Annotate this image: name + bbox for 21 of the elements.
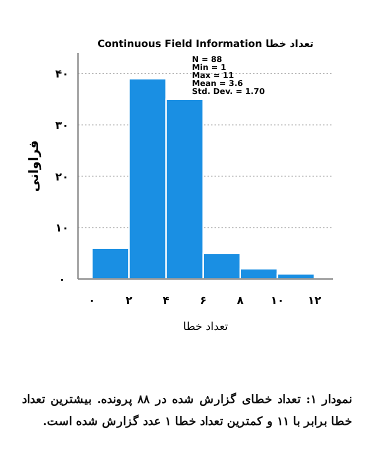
x-axis-title: تعداد خطا bbox=[183, 320, 228, 333]
y-tick-label: ۲۰ bbox=[55, 170, 69, 184]
annotation: N = 88 bbox=[192, 55, 223, 64]
chart-title: Continuous Field Information تعداد خطا bbox=[97, 39, 314, 50]
annotation: Max = 11 bbox=[192, 71, 234, 80]
annotation: Std. Dev. = 1.70 bbox=[192, 87, 266, 96]
x-tick-label: ۰ bbox=[88, 294, 96, 307]
y-tick-label: ۴۰ bbox=[55, 68, 69, 81]
x-tick-label: ۶ bbox=[200, 294, 207, 307]
y-tick-label: ۰ bbox=[58, 273, 66, 286]
annotation: Mean = 3.6 bbox=[192, 79, 244, 88]
y-axis-title: فراوانی bbox=[27, 140, 42, 192]
y-tick-label: ۱۰ bbox=[55, 222, 69, 235]
x-tick-label: ۱۲ bbox=[308, 294, 322, 307]
x-tick-label: ۸ bbox=[236, 294, 244, 307]
x-tick-label: ۱۰ bbox=[270, 294, 284, 307]
x-tick-label: ۴ bbox=[162, 294, 170, 307]
text: نمودار ۱: تعداد خطای گزارش شده در ۸۸ پرونده. بیشترین تعداد خطا برابر با ۱۱ و کمترین تعداد خطا ۱ عدد گزارش شده است. bbox=[22, 391, 352, 430]
annotation: Min = 1 bbox=[192, 63, 227, 72]
x-tick-label: ۲ bbox=[126, 294, 133, 307]
y-tick-label: ۳۰ bbox=[55, 118, 69, 132]
